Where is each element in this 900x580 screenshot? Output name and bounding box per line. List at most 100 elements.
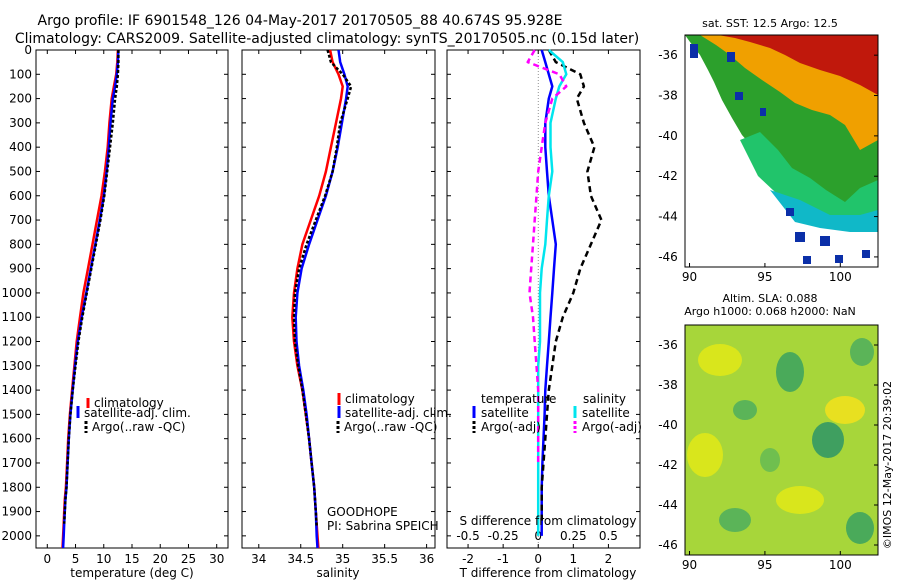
sst-map-frame: [684, 34, 879, 268]
legend-head-salinity: salinity: [583, 392, 626, 406]
legend-label-satellite: satellite-adj. clim.: [84, 406, 191, 420]
x-tick-label: 35.5: [371, 552, 398, 566]
sla-field: [685, 325, 878, 555]
temperature-x-axis: 0 5 10 15 20 25 30: [43, 50, 224, 566]
lon-tick-label: 100: [829, 270, 852, 284]
lat-tick-label: -42: [658, 169, 678, 183]
salinity-panel: 34 34.5 35 35.5 36 salinity climatology sate…: [241, 49, 452, 580]
x-tick-label: 20: [153, 552, 168, 566]
sst-blue-patch: [835, 255, 843, 263]
series-line: [540, 49, 558, 536]
lat-tick-label: -38: [658, 89, 678, 103]
sst-lon-axis: 90 95 100: [682, 263, 852, 284]
program-name: GOODHOPE: [327, 505, 398, 519]
depth-tick-label: 500: [9, 164, 32, 178]
depth-tick-label: 600: [9, 189, 32, 203]
header-line-1: Argo profile: IF 6901548_126 04-May-2017…: [38, 13, 563, 29]
temperature-series: [61, 49, 120, 549]
series-line: [540, 49, 603, 524]
lat-tick-label: -40: [658, 129, 678, 143]
sst-cyan-edge: [770, 190, 878, 232]
sst-blue-patch: [735, 92, 743, 100]
temperature-panel: 0100200300400500600700800900100011001200…: [1, 43, 229, 580]
depth-tick-label: 1700: [1, 456, 32, 470]
sla-high-blob: [698, 344, 742, 376]
series-line: [61, 49, 120, 549]
lat-tick-label: -46: [658, 538, 678, 552]
depth-tick-label: 1300: [1, 359, 32, 373]
sst-green-band: [740, 132, 878, 225]
legend-head-temperature: temperature: [481, 392, 556, 406]
depth-tick-label: 2000: [1, 529, 32, 543]
sst-map-title: sat. SST: 12.5 Argo: 12.5: [702, 17, 838, 30]
salinity-depth-ticks: [242, 49, 435, 537]
x-tick-label: -2: [462, 552, 474, 566]
depth-tick-label: 900: [9, 262, 32, 276]
sla-high-blob: [776, 486, 824, 514]
sst-blue-patch: [727, 52, 735, 62]
sst-blue-patch: [690, 44, 698, 58]
lat-tick-label: -44: [658, 498, 678, 512]
x-tick-label: 15: [124, 552, 139, 566]
x-tick-label: 0: [43, 552, 51, 566]
depth-tick-label: 200: [9, 92, 32, 106]
legend-label-temp-satellite: satellite: [481, 406, 529, 420]
sst-blue-patch: [862, 250, 870, 258]
x-tick-label: -1: [497, 552, 509, 566]
temperature-legend: climatology satellite-adj. clim. Argo(..…: [76, 396, 191, 434]
salinity-axes-box: [241, 49, 436, 549]
lat-tick-label: -42: [658, 458, 678, 472]
sst-blue-patch: [786, 208, 794, 216]
depth-tick-label: 700: [9, 213, 32, 227]
legend-label-climatology: climatology: [345, 392, 415, 406]
x2-tick-label: 0.25: [560, 529, 587, 543]
depth-tick-label: 1800: [1, 480, 32, 494]
lat-tick-label: -36: [658, 338, 678, 352]
x-tick-label: 0: [534, 552, 542, 566]
difference-legend: temperature salinity satellite Argo(-adj…: [472, 392, 642, 434]
legend-label-sal-argo: Argo(-adj): [582, 420, 642, 434]
x-tick-label: 5: [72, 552, 80, 566]
lat-tick-label: -36: [658, 48, 678, 62]
legend-label-climatology: climatology: [94, 396, 164, 410]
legend-label-argo: Argo(..raw -QC): [92, 420, 185, 434]
legend-label-argo: Argo(..raw -QC): [344, 420, 437, 434]
series-line: [291, 49, 344, 549]
lat-tick-label: -40: [658, 418, 678, 432]
series-line: [526, 49, 568, 463]
series-line: [294, 49, 349, 549]
sla-low-blob: [733, 400, 757, 420]
sla-high-blob: [687, 433, 723, 477]
difference-panel: -2 -1 0 1 2 -0.5 -0.25 0 0.25 0.5 S difference fr…: [446, 49, 642, 580]
sla-map: Altim. SLA: 0.088 Argo h1000: 0.068 h200…: [658, 292, 879, 572]
salinity-diff-xlabel: S difference from climatology: [460, 514, 637, 528]
depth-tick-label: 1900: [1, 505, 32, 519]
x-tick-label: 1: [570, 552, 578, 566]
x-tick-label: 34.5: [287, 552, 314, 566]
depth-tick-label: 1600: [1, 432, 32, 446]
legend-label-temp-argo: Argo(-adj): [481, 420, 541, 434]
sst-blue-patch: [820, 236, 830, 246]
sst-lat-axis: -36 -38 -40 -42 -44 -46: [658, 48, 878, 264]
salinity-series: [291, 49, 353, 549]
temperature-xlabel: temperature (deg C): [70, 566, 193, 580]
depth-tick-label: 0: [24, 43, 32, 57]
lat-tick-label: -38: [658, 378, 678, 392]
lon-tick-label: 100: [829, 558, 852, 572]
legend-label-sal-satellite: satellite: [582, 406, 630, 420]
sla-map-frame: [684, 324, 879, 556]
sla-low-blob: [846, 512, 874, 544]
x-tick-label: 10: [96, 552, 111, 566]
imos-timestamp: ©IMOS 12-May-2017 20:39:02: [881, 381, 894, 549]
series-line: [62, 50, 120, 524]
difference-series: [526, 49, 603, 536]
salinity-x-axis: 34 34.5 35 35.5 36: [251, 50, 434, 566]
x2-tick-label: 0: [534, 529, 542, 543]
x-tick-label: 25: [181, 552, 196, 566]
depth-tick-label: 100: [9, 67, 32, 81]
header-line-2: Climatology: CARS2009. Satellite-adjuste…: [15, 31, 639, 47]
sla-map-title-2: Argo h1000: 0.068 h2000: NaN: [684, 305, 856, 318]
lat-tick-label: -46: [658, 250, 678, 264]
x-tick-label: 35: [335, 552, 350, 566]
